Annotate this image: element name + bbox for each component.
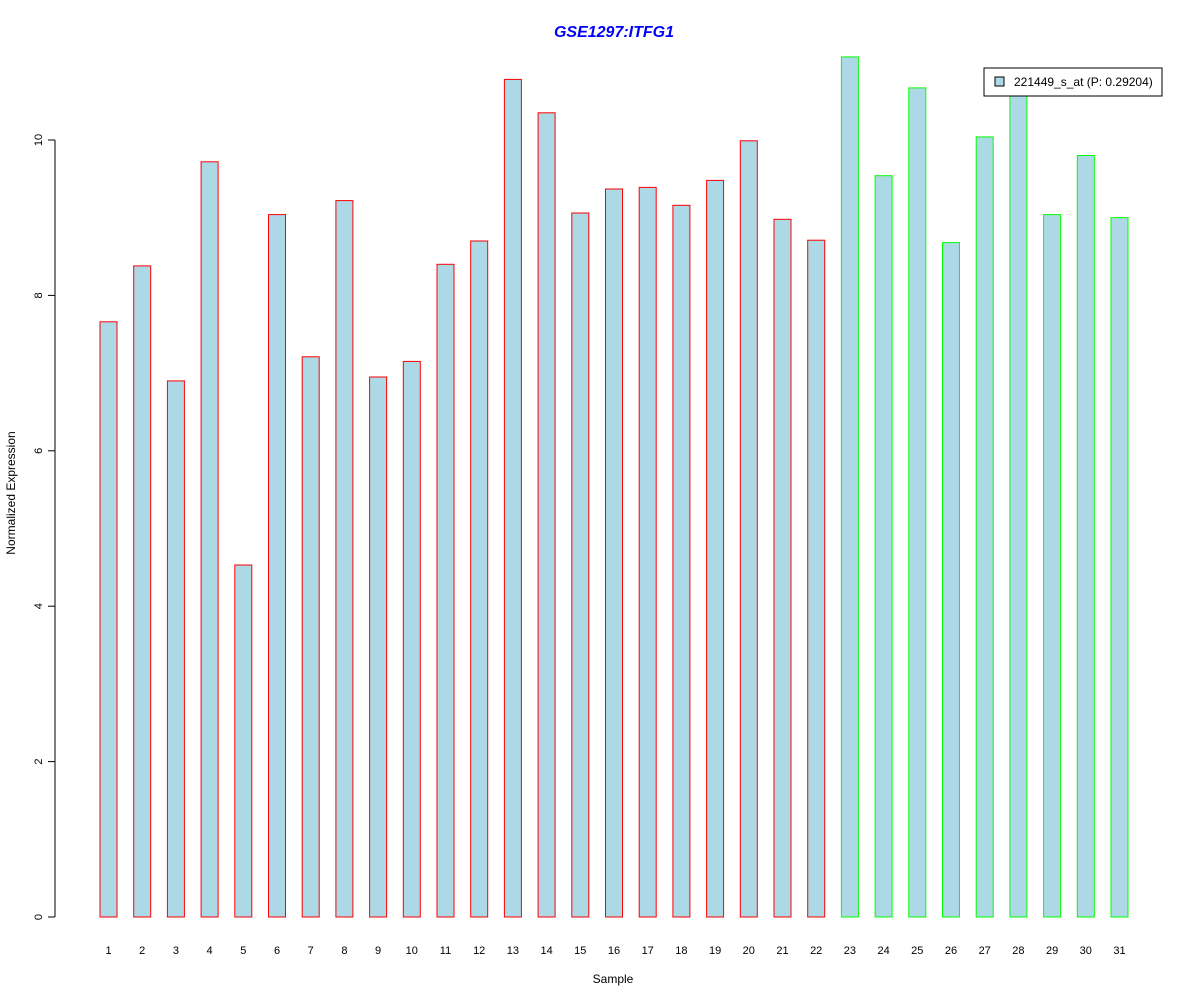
x-tick-label: 21 xyxy=(776,945,788,957)
bar-sample-10 xyxy=(402,360,421,918)
y-tick-label: 8 xyxy=(33,292,45,298)
bar-sample-25 xyxy=(908,87,927,918)
bar-sample-21 xyxy=(773,218,792,918)
x-tick-label: 19 xyxy=(709,945,721,957)
x-tick-label: 28 xyxy=(1012,945,1024,957)
x-tick-label: 27 xyxy=(979,945,991,957)
bar-sample-20 xyxy=(739,140,758,918)
bar-sample-30 xyxy=(1076,155,1095,918)
x-axis-label: Sample xyxy=(593,972,634,986)
x-tick-label: 22 xyxy=(810,945,822,957)
x-tick-label: 26 xyxy=(945,945,957,957)
bar-sample-3 xyxy=(166,380,185,918)
y-tick-label: 4 xyxy=(33,603,45,609)
bar-sample-14 xyxy=(537,112,556,918)
y-axis-label: Normalized Expression xyxy=(4,431,18,554)
x-tick-label: 17 xyxy=(642,945,654,957)
x-tick-label: 3 xyxy=(173,945,179,957)
x-tick-label: 5 xyxy=(240,945,246,957)
legend-swatch xyxy=(994,76,1005,87)
bar-sample-8 xyxy=(335,200,354,918)
x-tick-label: 25 xyxy=(911,945,923,957)
x-tick-label: 8 xyxy=(341,945,347,957)
bar-sample-17 xyxy=(638,186,657,918)
x-tick-label: 10 xyxy=(406,945,418,957)
y-tick-label: 2 xyxy=(33,759,45,765)
legend: 221449_s_at (P: 0.29204) xyxy=(983,67,1163,97)
bar-sample-22 xyxy=(807,239,826,918)
x-tick-label: 11 xyxy=(440,945,451,957)
bar-sample-9 xyxy=(369,376,388,918)
x-tick-label: 6 xyxy=(274,945,280,957)
bar-sample-29 xyxy=(1043,214,1062,918)
x-tick-label: 20 xyxy=(743,945,755,957)
x-tick-label: 4 xyxy=(207,945,213,957)
x-tick-label: 9 xyxy=(375,945,381,957)
bar-sample-1 xyxy=(99,321,118,918)
bar-sample-19 xyxy=(706,179,725,918)
bar-sample-24 xyxy=(874,175,893,918)
y-tick-label: 6 xyxy=(33,448,45,454)
bar-sample-7 xyxy=(301,356,320,918)
bar-sample-4 xyxy=(200,161,219,918)
bar-sample-2 xyxy=(133,265,152,918)
x-tick-label: 1 xyxy=(105,945,111,957)
x-tick-label: 23 xyxy=(844,945,856,957)
x-tick-label: 2 xyxy=(139,945,145,957)
x-tick-label: 14 xyxy=(540,945,552,957)
bars-layer xyxy=(99,56,1129,918)
bar-sample-16 xyxy=(605,188,623,918)
bar-sample-27 xyxy=(975,136,994,918)
x-tick-label: 30 xyxy=(1080,945,1092,957)
y-tick-label: 0 xyxy=(33,914,45,920)
legend-label: 221449_s_at (P: 0.29204) xyxy=(1014,75,1153,89)
bar-sample-11 xyxy=(436,263,455,918)
x-axis-tick-labels: 1 2 3 4 5 6 7 8 9 10 11 12 13 14 15 16 17 18 19 20 21 22 23 24 2… xyxy=(105,945,1125,957)
x-tick-label: 13 xyxy=(507,945,519,957)
bar-sample-18 xyxy=(672,204,691,918)
x-tick-label: 31 xyxy=(1113,945,1125,957)
y-axis: 0 2 4 6 8 10 xyxy=(33,134,56,920)
bar-sample-6 xyxy=(268,214,286,918)
x-tick-label: 24 xyxy=(877,945,889,957)
x-tick-label: 7 xyxy=(308,945,314,957)
bar-sample-28 xyxy=(1009,89,1028,918)
bar-sample-26 xyxy=(942,242,960,918)
x-tick-label: 12 xyxy=(473,945,485,957)
x-tick-label: 16 xyxy=(608,945,620,957)
bar-sample-12 xyxy=(470,240,489,918)
chart-title: GSE1297:ITFG1 xyxy=(554,24,674,41)
x-tick-label: 18 xyxy=(675,945,687,957)
x-tick-label: 29 xyxy=(1046,945,1058,957)
bar-sample-31 xyxy=(1110,217,1129,918)
bar-sample-15 xyxy=(571,212,590,918)
bar-sample-13 xyxy=(503,78,522,918)
bar-sample-23 xyxy=(840,56,859,918)
bar-sample-5 xyxy=(234,564,253,918)
y-tick-label: 10 xyxy=(33,134,45,146)
legend-box xyxy=(983,67,1163,97)
x-tick-label: 15 xyxy=(574,945,586,957)
